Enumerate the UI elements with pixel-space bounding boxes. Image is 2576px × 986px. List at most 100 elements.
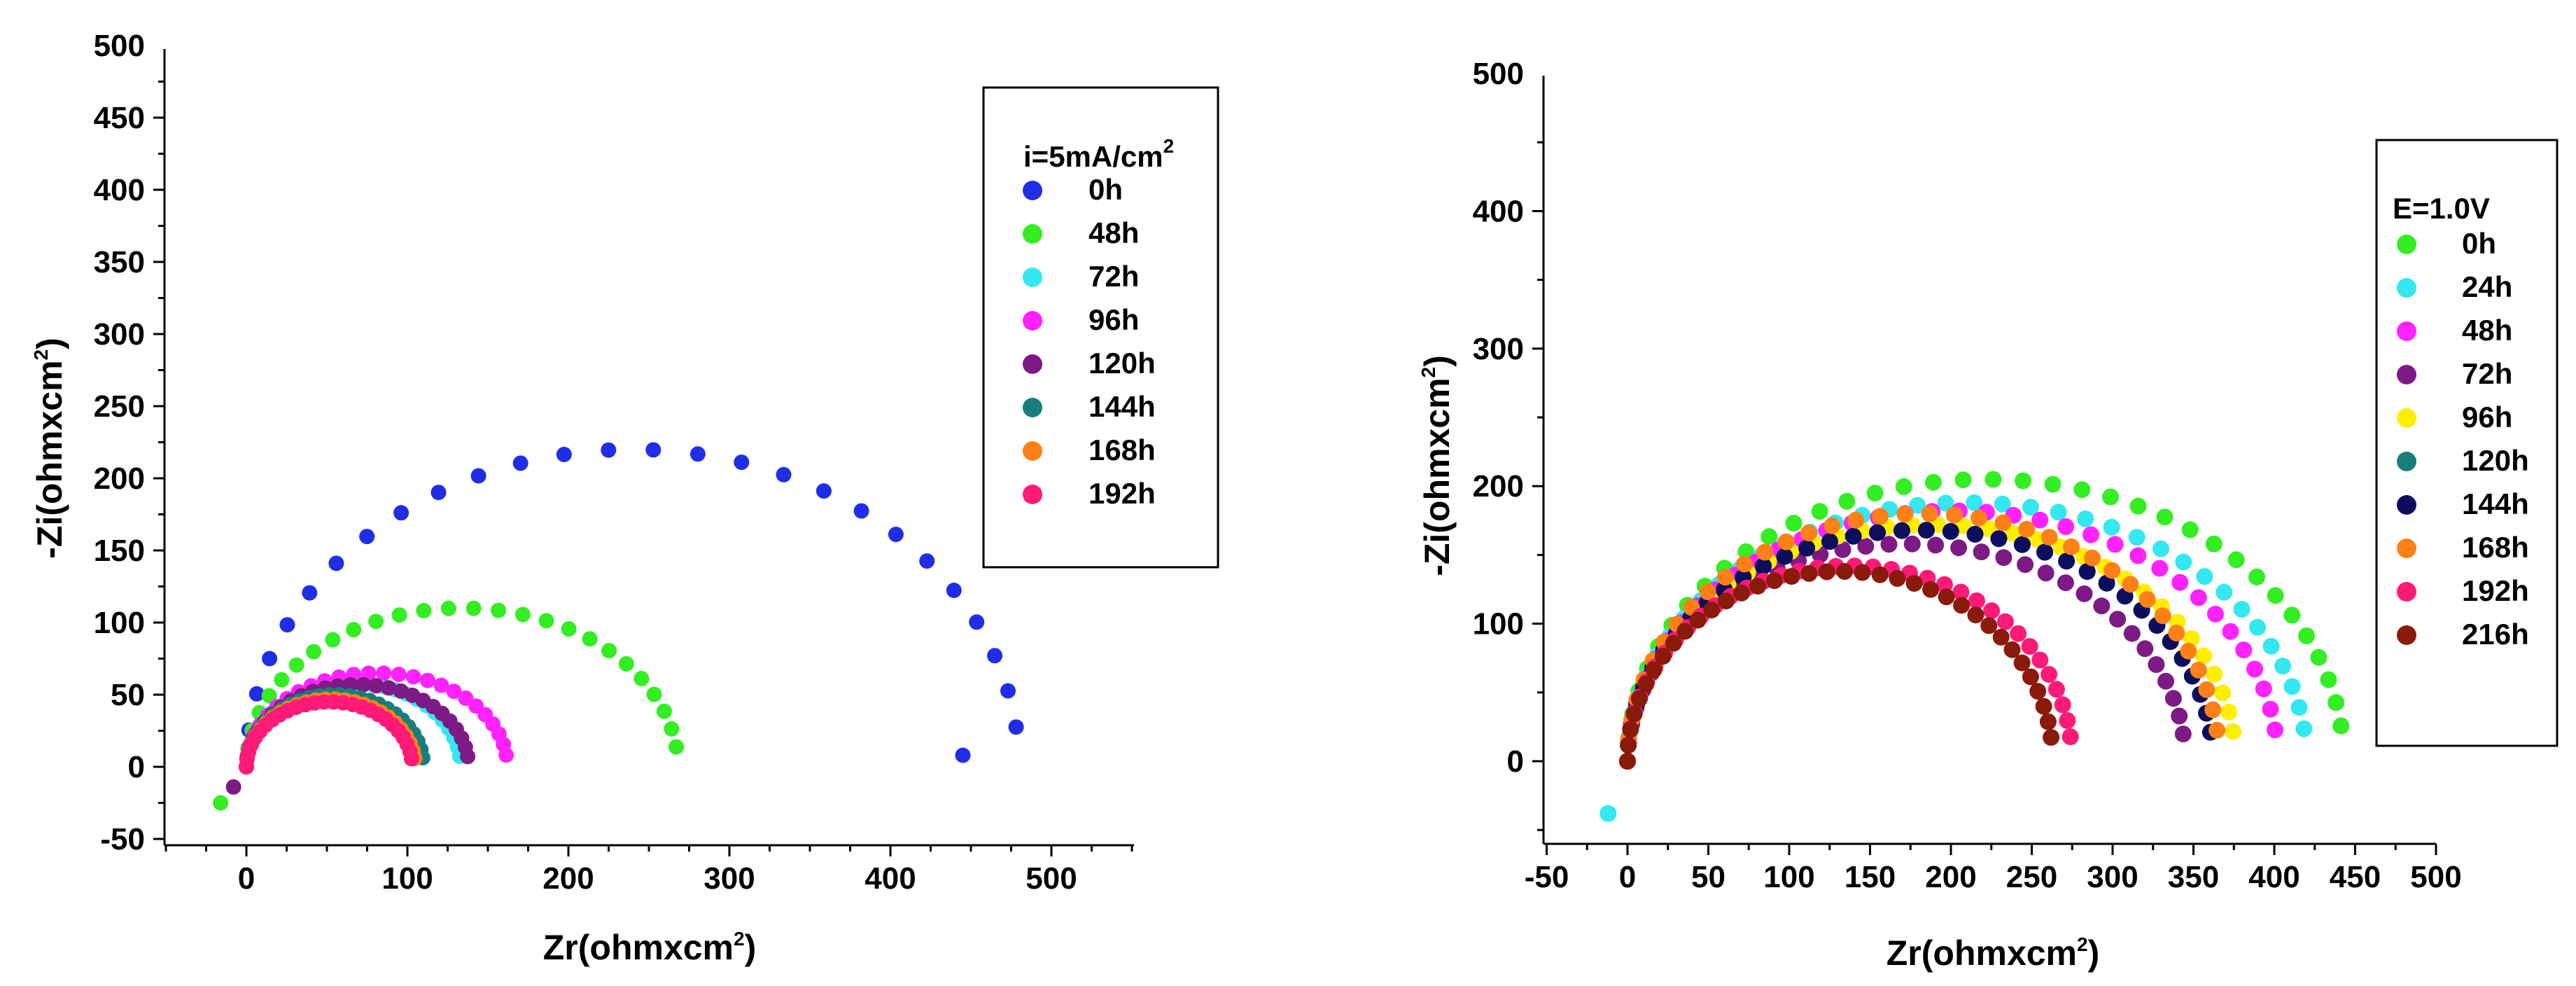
right-x-tick-label: 450 — [2330, 860, 2381, 894]
right-legend-items: 0h 24h 48h 72h 96h 120h 144h 168h 192h 216h — [2397, 227, 2529, 651]
right-point-168h — [2154, 607, 2171, 625]
left-point-96h — [433, 677, 449, 693]
right-point-0h — [2156, 508, 2174, 526]
right-data-points — [1600, 471, 2350, 822]
right-point-144h — [1798, 539, 1816, 557]
left-point-120h — [368, 678, 384, 694]
right-point-216h — [2039, 713, 2057, 730]
left-point-48h — [601, 643, 617, 659]
right-point-0h — [2328, 694, 2345, 711]
right-point-216h — [1689, 611, 1707, 629]
right-x-tick-label: 150 — [1844, 860, 1896, 894]
right-legend-marker-168h — [2397, 539, 2416, 558]
left-point-0h — [955, 747, 971, 763]
left-point-120h — [356, 676, 372, 693]
right-point-0h — [1838, 492, 1856, 510]
right-point-192h — [2054, 696, 2071, 714]
left-point-192h — [404, 751, 419, 767]
right-point-168h — [1994, 514, 2012, 532]
left-y-tick-label: 200 — [94, 461, 145, 496]
right-x-tick-label: 0 — [1619, 860, 1636, 894]
right-point-24h — [2233, 601, 2250, 618]
right-point-96h — [2005, 525, 2022, 542]
left-point-0h — [987, 648, 1003, 664]
left-point-48h — [634, 671, 650, 686]
left-point-0h — [556, 447, 572, 462]
left-point-0h — [776, 466, 792, 482]
left-legend-title: i=5mA/cm2 — [1023, 135, 1174, 173]
left-point-48h — [416, 603, 432, 618]
left-point-48h — [491, 602, 507, 618]
right-point-168h — [1800, 525, 1817, 542]
right-point-96h — [2220, 703, 2238, 721]
right-point-0h — [2283, 606, 2301, 624]
right-point-24h — [1994, 495, 2011, 513]
right-x-axis-label: Zr(ohmxcm2) — [1886, 933, 2100, 973]
right-point-144h — [1917, 522, 1935, 539]
right-point-0h — [2205, 535, 2222, 553]
right-point-24h — [2249, 618, 2266, 636]
left-point-96h — [391, 667, 407, 682]
right-point-48h — [2235, 641, 2253, 659]
left-point-48h — [618, 656, 634, 672]
right-point-168h — [2018, 520, 2036, 538]
left-point-96h — [446, 683, 462, 700]
left-legend-marker-144h — [1023, 398, 1042, 417]
right-point-168h — [2190, 661, 2207, 679]
left-point-48h — [274, 672, 290, 688]
left-legend-label-168h: 168h — [1088, 433, 1156, 466]
left-point-0h — [888, 527, 904, 543]
right-point-168h — [1699, 583, 1716, 600]
right-point-0h — [2248, 568, 2265, 585]
right-point-0h — [1954, 471, 1972, 489]
right-point-168h — [2104, 562, 2121, 579]
right-point-168h — [2168, 624, 2185, 641]
right-point-168h — [2204, 701, 2222, 718]
right-point-96h — [2225, 723, 2242, 740]
right-point-216h — [1836, 563, 1854, 580]
right-point-24h — [2196, 568, 2213, 585]
right-point-168h — [2208, 721, 2226, 739]
right-point-216h — [1676, 623, 1694, 640]
left-point-48h — [656, 703, 672, 719]
right-point-216h — [1871, 566, 1889, 583]
right-point-24h — [2050, 504, 2067, 521]
left-x-axis-label-sup: 2 — [734, 928, 745, 950]
right-point-216h — [1645, 661, 1662, 679]
right-point-24h — [2295, 720, 2313, 737]
right-point-72h — [2157, 672, 2174, 690]
right-point-24h — [2175, 553, 2192, 571]
left-legend-label-120h: 120h — [1088, 347, 1156, 380]
left-legend-label-48h: 48h — [1088, 216, 1139, 249]
right-point-168h — [1945, 506, 1963, 524]
right-point-216h — [1818, 563, 1835, 581]
right-point-216h — [1938, 588, 1955, 606]
right-point-96h — [2214, 684, 2231, 702]
left-y-tick-label: -50 — [100, 822, 145, 856]
right-point-168h — [2084, 549, 2101, 567]
right-legend-marker-72h — [2397, 365, 2416, 384]
right-point-24h — [2022, 499, 2039, 516]
left-point-48h — [440, 600, 456, 616]
right-point-0h — [2102, 488, 2119, 506]
right-point-144h — [1844, 527, 1862, 545]
right-point-72h — [2017, 556, 2034, 574]
left-legend-label-192h: 192h — [1088, 477, 1156, 510]
right-point-192h — [2010, 625, 2027, 642]
left-y-axis-label-sup: 2 — [30, 349, 52, 361]
right-point-0h — [2332, 717, 2350, 735]
right-point-168h — [1756, 543, 1774, 561]
right-x-tick-label: 100 — [1763, 860, 1814, 894]
right-point-144h — [1893, 522, 1910, 539]
left-point-0h — [853, 503, 869, 519]
left-point-48h — [646, 686, 662, 702]
right-legend-marker-96h — [2397, 408, 2416, 428]
right-point-48h — [2222, 623, 2239, 640]
left-point-0h — [946, 583, 962, 598]
right-point-216h — [2022, 668, 2039, 686]
left-point-96h — [376, 665, 392, 681]
right-point-216h — [1980, 617, 1998, 634]
left-point-0h — [645, 442, 662, 458]
